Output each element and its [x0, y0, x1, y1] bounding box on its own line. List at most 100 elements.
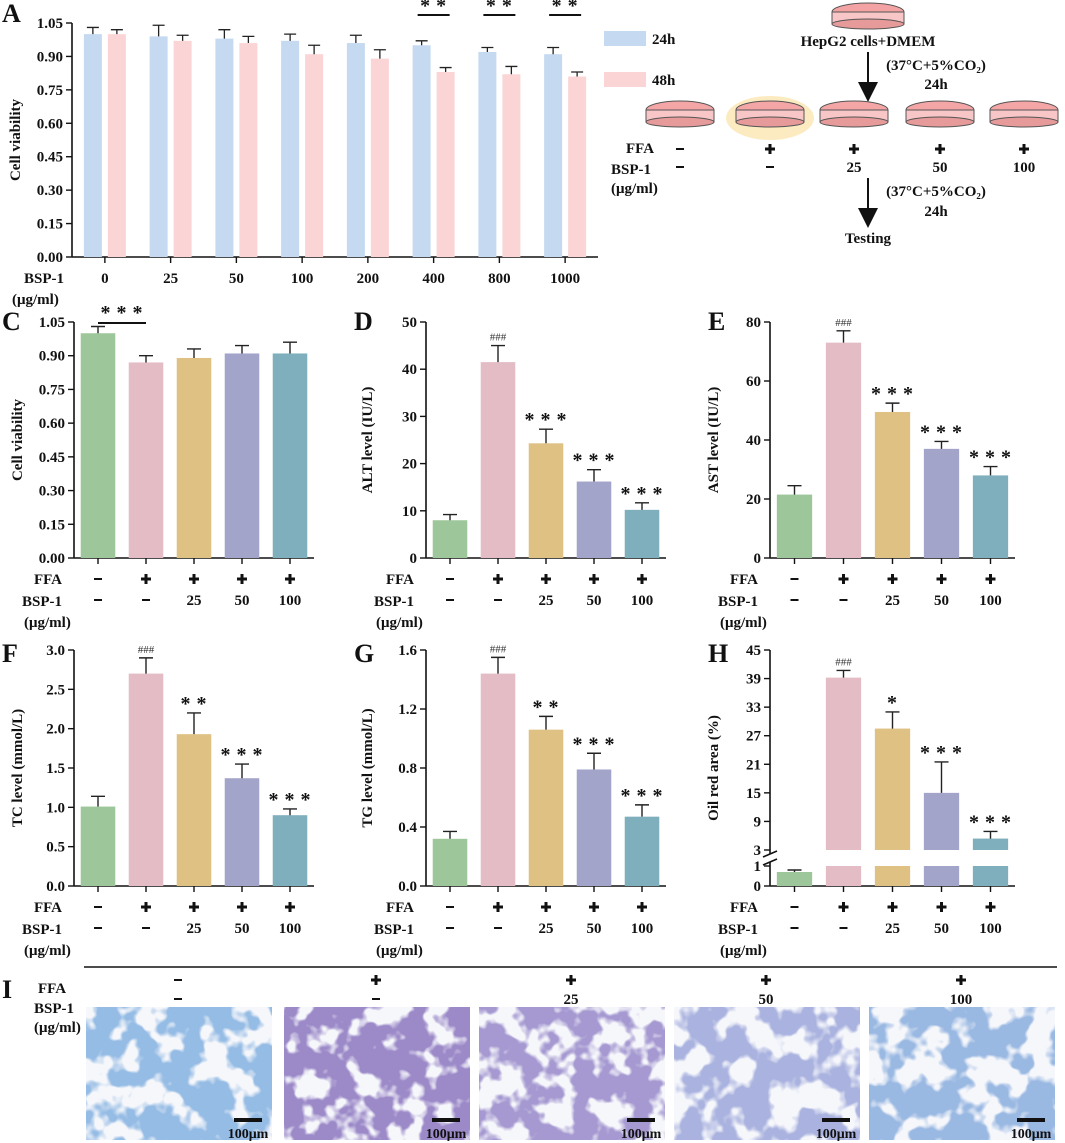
bar-0 — [80, 333, 116, 558]
error-bar-48h-5 — [439, 66, 452, 73]
bsp-sign-3: 50 — [934, 593, 949, 609]
i-treatment-rows: 25 50 100 — [174, 975, 972, 1008]
axis-break-mark — [762, 850, 778, 858]
b-bsp-label: BSP-1 — [611, 162, 651, 178]
micrograph-cells — [86, 1007, 272, 1140]
y-tick-label: 0.60 — [39, 416, 65, 432]
y-tick-label: 0.75 — [37, 83, 63, 99]
bar-24h-3 — [281, 40, 300, 258]
x-tick-label-3: 100 — [291, 271, 314, 287]
panel-a-label: A — [2, 0, 21, 28]
ffa-sign-1 — [493, 574, 503, 584]
error-bar-24h-0 — [86, 26, 99, 35]
i-unit-label: (μg/ml) — [34, 1020, 81, 1036]
sig-label-4: * * * — [969, 447, 1012, 469]
bsp-sign-3: 50 — [235, 593, 250, 609]
sig-label-4: * * * — [620, 483, 663, 505]
error-bar-48h-4 — [373, 49, 386, 59]
bsp-sign-3: 50 — [587, 593, 602, 609]
error-bar-2 — [885, 402, 900, 412]
b-ffa-sign-1 — [765, 144, 775, 154]
error-bar-1 — [139, 355, 153, 363]
y-tick-label: 0.4 — [398, 820, 417, 836]
sig-label-3: * * * — [572, 450, 615, 472]
dish-base-0 — [645, 116, 715, 128]
panel-i-label: I — [2, 975, 12, 1004]
error-bar-48h-0 — [110, 29, 123, 35]
error-bar-48h-2 — [242, 35, 255, 44]
legend-swatch-24h — [604, 31, 646, 46]
y-tick-label: 0.8 — [398, 761, 417, 777]
legend-label-48h: 48h — [652, 73, 676, 89]
error-bar-24h-6 — [481, 46, 494, 52]
y-tick-label: 1.2 — [398, 702, 417, 718]
y-tick-label: 0 — [754, 551, 762, 567]
bar-48h-7 — [568, 76, 587, 257]
bar-48h-3 — [305, 54, 324, 258]
panel-b: B HepG2 cells+DMEM (37°C+5%CO₂) 24h FFA … — [611, 0, 1059, 247]
y-tick-label: 60 — [746, 374, 761, 390]
y-axis-title: TC level (mmol/L) — [10, 709, 26, 827]
bar-lower-4 — [972, 866, 1009, 886]
ffa-sign-4 — [285, 902, 295, 912]
sig-label-3: * * * — [920, 742, 963, 764]
y-tick-label: 0.75 — [39, 382, 65, 398]
y-tick-label: 0 — [754, 879, 762, 895]
y-tick-label: 0.30 — [37, 183, 63, 199]
error-bar-3 — [587, 469, 601, 482]
scale-bar-label: 100μm — [621, 1127, 662, 1142]
y-tick-label: 1.0 — [46, 800, 65, 816]
sig-bracket-label: * * * — [100, 302, 143, 324]
bsp-row-label: BSP-1 — [374, 594, 414, 610]
ffa-sign-2 — [541, 902, 551, 912]
bar-3 — [923, 448, 960, 558]
error-bar-4 — [635, 502, 649, 510]
y-tick-label: 1.05 — [39, 315, 65, 331]
y-tick-label: 0.90 — [37, 49, 63, 65]
dish-base-1 — [735, 116, 805, 128]
ffa-sign-2 — [887, 902, 898, 912]
bar-24h-5 — [412, 45, 431, 258]
error-bar-1 — [491, 344, 505, 363]
bar-48h-5 — [436, 72, 455, 258]
micrograph-cells — [284, 1007, 470, 1140]
bar-2 — [528, 729, 564, 886]
micrographs: 100μm 100μm 100μm 100μm 100μm — [86, 1007, 1055, 1142]
bar-0 — [432, 520, 468, 558]
bsp-sign-4: 100 — [631, 593, 654, 609]
sig-label-2: * * — [552, 0, 579, 17]
ffa-sign-1 — [838, 574, 849, 584]
y-axis-title: ALT level (IU/L) — [360, 387, 376, 494]
y-tick-label: 0.45 — [37, 150, 63, 166]
x-tick-label-1: 25 — [163, 271, 178, 287]
hash-label-1: ### — [835, 656, 852, 668]
x-tick-label-0: 0 — [101, 271, 109, 287]
scale-bar-label: 100μm — [426, 1127, 467, 1142]
i-ffa-sign-4 — [956, 975, 966, 985]
error-bar-3 — [235, 344, 249, 354]
y-tick-label: 9 — [754, 814, 762, 830]
ffa-sign-1 — [141, 574, 151, 584]
bsp-sign-2: 25 — [187, 593, 202, 609]
bar-upper-4 — [972, 838, 1009, 850]
bar-1 — [825, 342, 862, 558]
unit-row-label: (μg/ml) — [720, 615, 767, 631]
bsp-row-label: BSP-1 — [374, 922, 414, 938]
y-tick-label: 33 — [746, 700, 761, 716]
x-tick-label-5: 400 — [422, 271, 445, 287]
micrograph-cells — [869, 1007, 1055, 1140]
bar-4 — [624, 509, 660, 558]
ffa-sign-4 — [985, 902, 996, 912]
error-bar-24h-3 — [284, 33, 297, 41]
hash-label-1: ### — [138, 644, 155, 656]
bar-3 — [576, 481, 612, 558]
sig-label-4: * * * — [620, 785, 663, 807]
i-bsp-sign-2: 25 — [564, 992, 579, 1008]
sig-label-4: * * * — [268, 789, 311, 811]
panel-d-label: D — [354, 307, 373, 336]
unit-row-label: (μg/ml) — [720, 943, 767, 959]
y-tick-label: 0.5 — [46, 840, 65, 856]
panel-a: A 0.00 0.15 0.30 0.45 0.60 0.75 0.90 1.05 Cell vi… — [2, 0, 598, 308]
i-ffa-label: FFA — [38, 981, 66, 997]
panel-c-label: C — [2, 307, 21, 336]
